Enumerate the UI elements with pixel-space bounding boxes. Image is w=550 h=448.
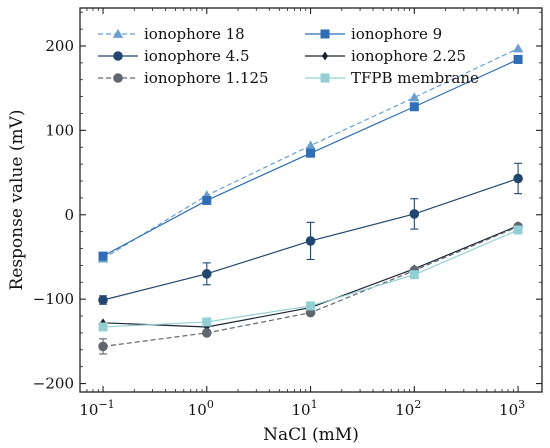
legend-item: TFPB membrane xyxy=(305,69,479,87)
legend-item: ionophore 4.5 xyxy=(98,47,249,65)
legend-label: ionophore 4.5 xyxy=(144,47,249,65)
data-point xyxy=(98,295,108,305)
legend-label: ionophore 9 xyxy=(351,25,442,43)
data-point xyxy=(513,54,523,64)
series-group xyxy=(98,54,523,261)
data-point xyxy=(98,251,108,261)
data-point xyxy=(409,209,420,219)
legend-marker xyxy=(320,73,330,83)
legend-item: ionophore 1.125 xyxy=(98,69,269,87)
x-axis-label: NaCl (mM) xyxy=(263,425,359,445)
legend-marker xyxy=(320,29,330,39)
y-axis-label: Response value (mV) xyxy=(7,109,27,290)
data-point xyxy=(513,173,523,184)
x-tick-label: 100 xyxy=(188,398,214,419)
data-point xyxy=(98,322,108,332)
y-tick-label: 100 xyxy=(45,121,74,139)
data-point xyxy=(306,301,316,311)
series-group xyxy=(98,162,523,305)
data-point xyxy=(513,225,523,235)
plot-frame xyxy=(79,7,543,393)
x-tick-label: 10−1 xyxy=(79,398,114,419)
data-point xyxy=(201,269,212,279)
legend-label: ionophore 18 xyxy=(144,25,245,43)
legend-label: ionophore 1.125 xyxy=(144,69,269,87)
legend-item: ionophore 2.25 xyxy=(305,47,466,65)
data-point xyxy=(305,140,316,150)
legend-marker xyxy=(112,28,124,38)
legend-marker xyxy=(321,51,329,61)
y-tick-label: 200 xyxy=(45,37,74,55)
legend-label: TFPB membrane xyxy=(351,69,479,87)
series-group xyxy=(98,225,523,332)
data-point xyxy=(201,328,212,338)
legend-marker xyxy=(113,73,123,83)
ticks: −200 −100 0 100 200 10−1 100 101 102 103 xyxy=(33,8,542,419)
data-point xyxy=(512,43,524,53)
data-point xyxy=(202,317,212,327)
legend-marker xyxy=(113,51,123,61)
data-point xyxy=(409,92,420,102)
data-point xyxy=(202,195,212,205)
y-tick-label: 0 xyxy=(64,206,74,224)
x-tick-label: 102 xyxy=(395,398,421,419)
y-tick-label: −100 xyxy=(33,290,74,308)
legend-item: ionophore 9 xyxy=(305,25,442,43)
x-tick-label: 101 xyxy=(292,398,318,419)
axes xyxy=(79,7,543,393)
data-point xyxy=(305,236,316,246)
data-point xyxy=(409,102,419,112)
data-point xyxy=(98,341,108,352)
legend-item: ionophore 18 xyxy=(98,25,245,43)
data-point xyxy=(409,270,419,280)
x-tick-label: 103 xyxy=(499,398,525,419)
legend: ionophore 18 ionophore 9 ionophore 4.5 iono… xyxy=(98,25,479,87)
series-layer xyxy=(97,43,524,355)
data-point xyxy=(306,148,316,158)
legend-label: ionophore 2.25 xyxy=(351,47,466,65)
y-tick-label: −200 xyxy=(33,375,74,393)
